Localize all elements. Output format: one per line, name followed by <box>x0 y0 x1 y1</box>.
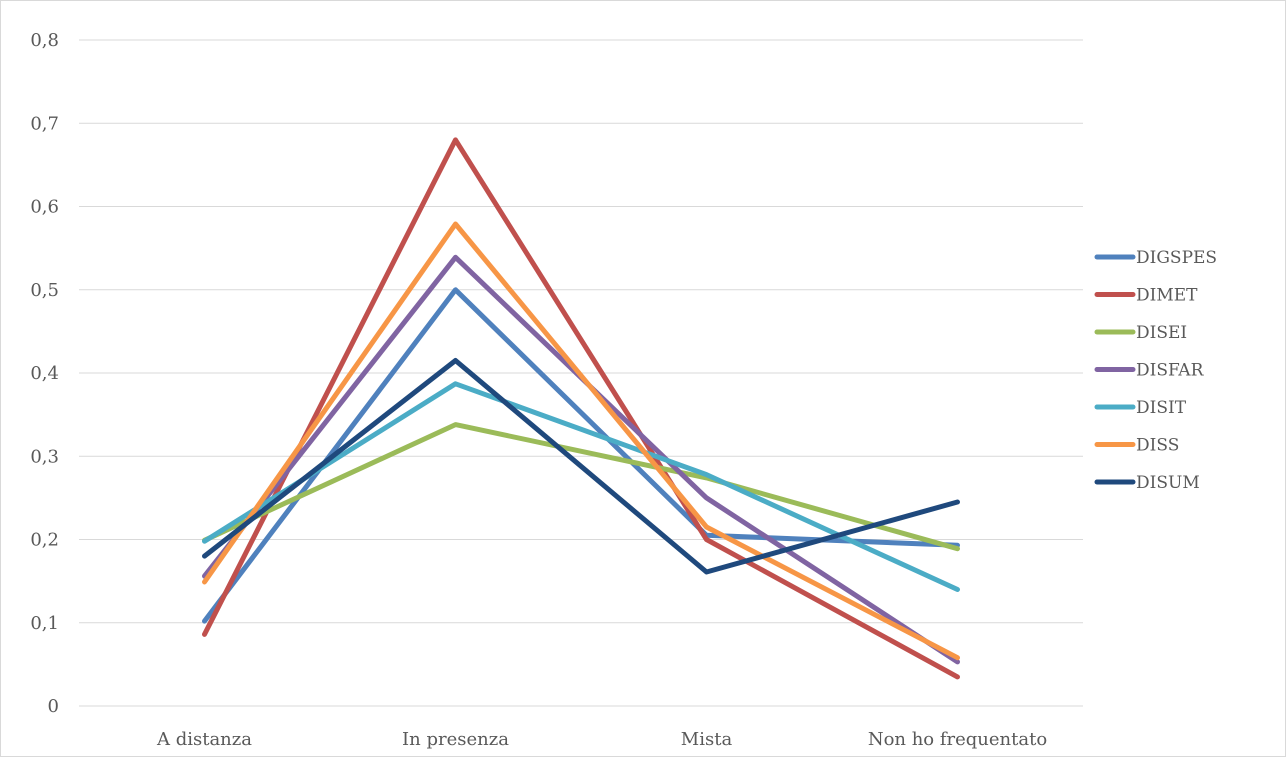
y-tick-label: 0,7 <box>30 113 59 134</box>
legend: DIGSPES DIMET DISEI DISFAR DISIT DISS DISUM <box>1097 248 1217 493</box>
legend-label: DISUM <box>1136 473 1200 493</box>
y-tick-label: 0,6 <box>30 197 59 218</box>
legend-label: DISFAR <box>1136 361 1205 381</box>
y-axis-tick-labels: 0 0,1 0,2 0,3 0,4 0,5 0,6 0,7 0,8 <box>30 30 59 717</box>
y-tick-label: 0,4 <box>30 363 59 384</box>
x-tick-label: Mista <box>681 729 733 750</box>
y-tick-label: 0,1 <box>30 613 59 634</box>
legend-label: DISIT <box>1136 398 1187 418</box>
series-line-diss <box>205 224 958 658</box>
legend-label: DISS <box>1136 436 1179 456</box>
y-tick-label: 0 <box>48 696 59 717</box>
y-tick-label: 0,3 <box>30 446 59 467</box>
y-tick-label: 0,2 <box>30 530 59 551</box>
y-tick-label: 0,8 <box>30 30 59 51</box>
legend-label: DIMET <box>1136 286 1198 306</box>
x-axis-tick-labels: A distanza In presenza Mista Non ho frequen… <box>156 729 1047 750</box>
x-tick-label: A distanza <box>156 729 252 750</box>
legend-label: DIGSPES <box>1136 248 1217 268</box>
y-tick-label: 0,5 <box>30 280 59 301</box>
series-line-disei <box>205 425 958 549</box>
x-tick-label: Non ho frequentato <box>868 729 1047 750</box>
legend-label: DISEI <box>1136 323 1187 343</box>
series-lines <box>205 140 958 677</box>
x-tick-label: In presenza <box>402 729 509 750</box>
